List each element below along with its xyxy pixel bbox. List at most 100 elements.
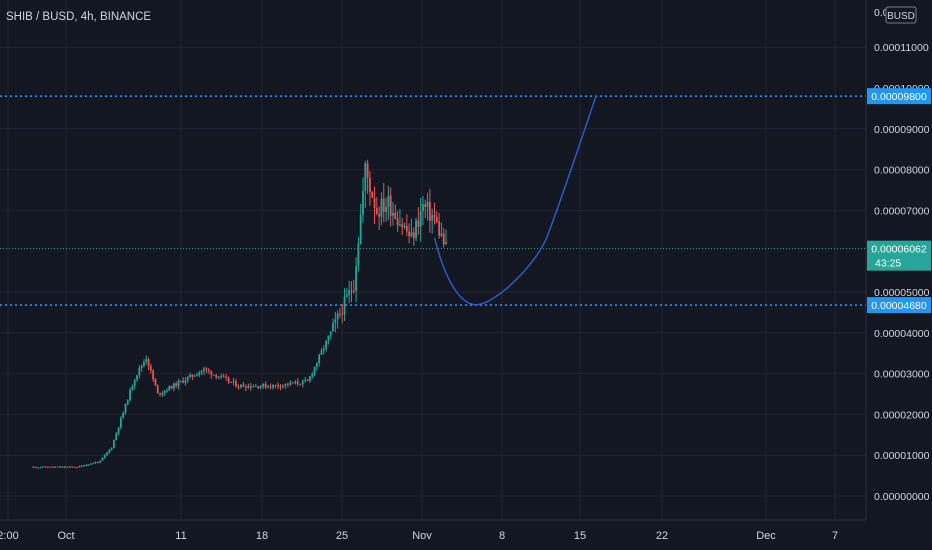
candle-body	[133, 379, 136, 387]
candle-body	[252, 386, 255, 388]
candle-body	[382, 198, 385, 212]
time-tick-label: 11	[175, 530, 186, 542]
time-tick-label: 15	[574, 530, 586, 542]
candle-body	[39, 467, 42, 469]
candle-body	[80, 465, 83, 467]
candle-body	[66, 466, 69, 468]
candle-body	[299, 383, 302, 385]
candle-body	[304, 380, 307, 382]
candle-body	[51, 466, 54, 468]
candle-body	[373, 197, 376, 209]
candle-body	[59, 466, 61, 468]
candle-body	[161, 392, 164, 395]
price-tick-label: 0.00011000	[874, 42, 929, 54]
candle-body	[156, 385, 159, 393]
candle-body	[106, 452, 108, 456]
candle-body	[78, 466, 81, 468]
candle-body	[230, 381, 232, 383]
candle-body	[56, 466, 59, 468]
time-tick-label: 2:00	[0, 530, 19, 542]
currency-badge[interactable]: BUSD	[885, 6, 917, 24]
candle-body	[329, 331, 332, 336]
candle-body	[198, 372, 201, 376]
candle-body	[235, 381, 237, 387]
candle-body	[87, 464, 90, 466]
candle-body	[129, 389, 131, 401]
candle-body	[122, 412, 125, 419]
candle-body	[191, 374, 194, 377]
candle-body	[401, 224, 404, 228]
candle-body	[272, 384, 274, 388]
candle-body	[34, 466, 37, 468]
candle-body	[424, 204, 427, 207]
candle-body	[325, 340, 328, 349]
candle-body	[227, 377, 230, 382]
projection-curve[interactable]	[433, 95, 597, 306]
time-tick-label: 7	[832, 530, 838, 542]
price-tick-label-partial: 0.0	[874, 7, 889, 19]
candle-body	[419, 211, 422, 227]
candle-body	[85, 464, 88, 466]
candle-body	[403, 225, 406, 228]
candle-body	[168, 386, 171, 391]
candle-body	[145, 359, 148, 362]
candle-body	[126, 400, 129, 404]
candle-body	[396, 218, 399, 226]
price-tick-label: 0.00004000	[874, 328, 930, 340]
candle-body	[262, 383, 265, 387]
candle-body	[212, 374, 215, 376]
candle-body	[83, 465, 85, 467]
candle-body	[113, 440, 115, 448]
candle-body	[306, 380, 309, 382]
candle-body	[68, 466, 71, 468]
candle-body	[222, 375, 225, 377]
candle-body	[189, 374, 191, 377]
candle-body	[385, 206, 387, 212]
symbol-title[interactable]: SHIB / BUSD, 4h, BINANCE	[6, 11, 151, 23]
candle-body	[143, 361, 145, 366]
candle-body	[166, 390, 168, 392]
candle-body	[431, 215, 434, 221]
candle-body	[435, 217, 438, 222]
candle-body	[264, 383, 267, 388]
candle-body	[357, 243, 360, 267]
candle-body	[327, 335, 330, 341]
candle-body	[140, 365, 143, 369]
candle-body	[119, 418, 122, 428]
candle-body	[359, 214, 362, 244]
candle-body	[334, 319, 337, 324]
candle-body	[309, 376, 311, 381]
candle-body	[42, 466, 44, 468]
candle-body	[249, 385, 252, 388]
candle-body	[205, 368, 208, 370]
candle-body	[440, 233, 443, 236]
candle-body	[154, 379, 157, 386]
candle-body	[193, 375, 196, 377]
candle-body	[296, 381, 299, 384]
time-tick-label: Dec	[756, 530, 776, 542]
candle-body	[54, 466, 57, 468]
candle-body	[348, 290, 351, 296]
candle-body	[352, 290, 355, 292]
candle-body	[269, 386, 272, 388]
candle-body	[210, 371, 213, 376]
candle-body	[399, 224, 401, 226]
level-lines[interactable]	[0, 95, 866, 306]
candle-body	[138, 368, 141, 376]
candle-body	[301, 380, 304, 385]
candle-body	[170, 386, 173, 389]
candle-body	[257, 385, 260, 388]
candle-body	[186, 376, 189, 381]
time-axis[interactable]: 2:00 Oct 11 18 25 Nov 8 15 22 Dec 7	[0, 530, 838, 542]
candle-body	[355, 266, 357, 291]
candle-body	[415, 220, 417, 239]
candle-body	[286, 383, 289, 385]
candle-body	[237, 386, 240, 388]
candle-body	[369, 177, 371, 193]
candle-body	[392, 212, 394, 216]
candle-body	[426, 201, 429, 207]
candle-body	[318, 354, 321, 364]
candle-body	[159, 392, 161, 395]
